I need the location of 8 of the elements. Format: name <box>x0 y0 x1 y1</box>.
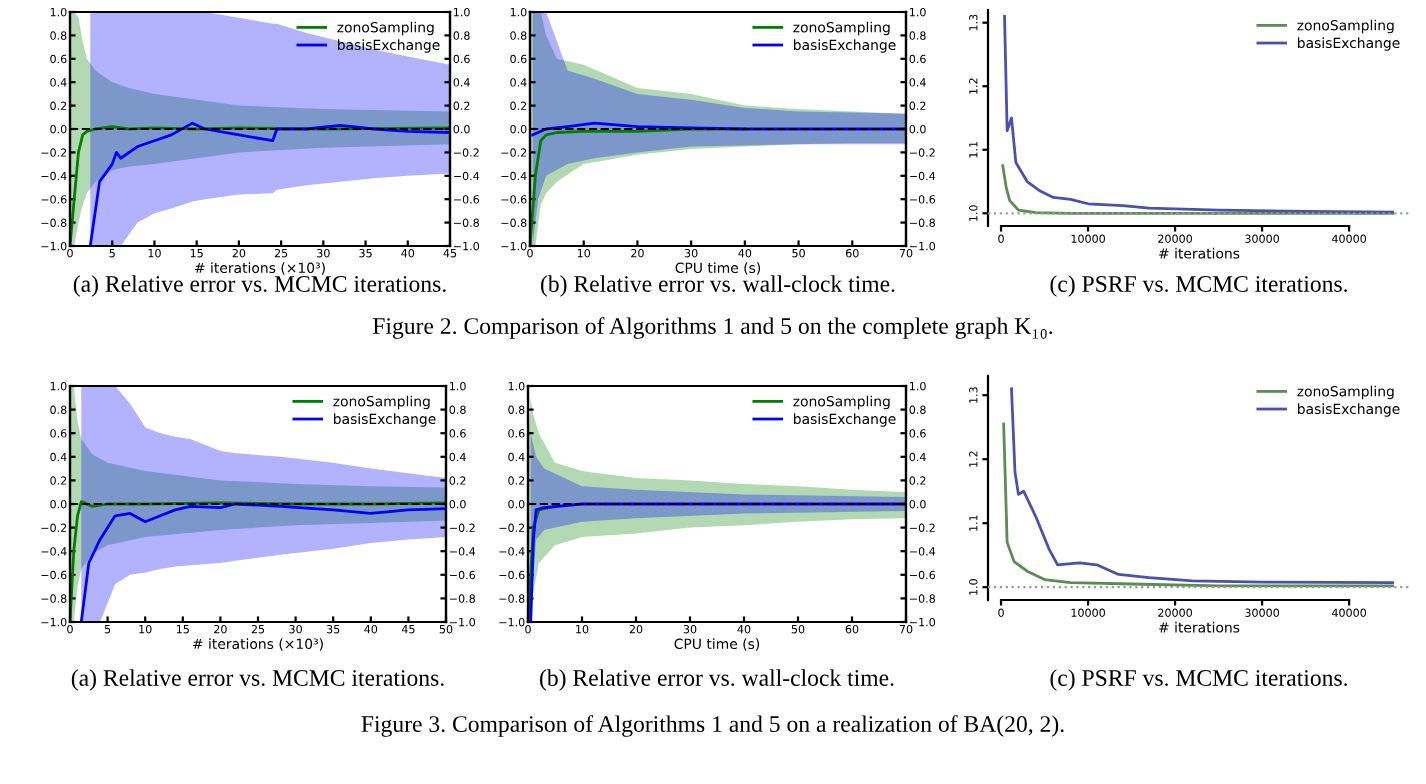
caption: Figure 2. Comparison of Algorithms 1 and 5 on the complete graph K₁₀. <box>372 317 1053 339</box>
text: (b) Relative error vs. wall-clock time. <box>541 275 895 297</box>
text: (a) Relative error vs. MCMC iterations. <box>71 669 444 691</box>
text: (c) PSRF vs. MCMC iterations. <box>1050 669 1347 691</box>
text: (c) PSRF vs. MCMC iterations. <box>1050 275 1347 297</box>
text: (b) Relative error vs. wall-clock time. <box>540 669 894 691</box>
text: (a) Relative error vs. MCMC iterations. <box>73 275 446 297</box>
caption: Figure 3. Comparison of Algorithms 1 and 5 on a realization of BA(20, 2). <box>361 715 1064 737</box>
